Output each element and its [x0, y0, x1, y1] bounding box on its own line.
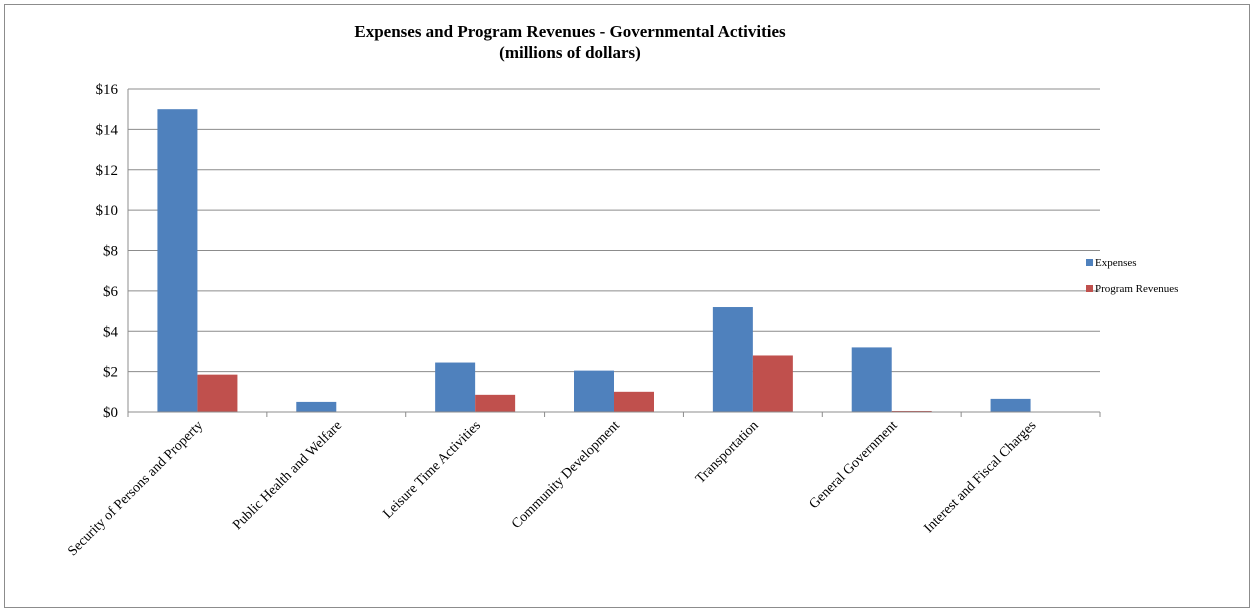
- legend-label: Expenses: [1095, 257, 1137, 269]
- y-axis-tick-labels: $0 $2 $4 $6 $8 $10 $12 $14 $16: [96, 82, 119, 421]
- x-axis-category-labels: Security of Persons and Property Public H…: [65, 418, 1039, 559]
- y-tick-label: $2: [103, 365, 118, 381]
- x-category-label: Transportation: [693, 418, 762, 487]
- x-category-label: Public Health and Welfare: [230, 418, 345, 533]
- y-tick-label: $6: [103, 284, 119, 300]
- y-tick-label: $16: [96, 82, 119, 98]
- legend-label: Program Revenues: [1095, 283, 1178, 295]
- x-category-label: Community Development: [509, 418, 623, 532]
- x-category-label: Security of Persons and Property: [65, 418, 206, 559]
- legend-swatch: [1086, 285, 1093, 292]
- chart-frame: [4, 4, 1250, 608]
- y-tick-label: $12: [96, 163, 119, 179]
- chart-subtitle: (millions of dollars): [499, 43, 641, 62]
- bar-expenses: [712, 307, 753, 412]
- gridlines: [128, 88, 1100, 373]
- bar-expenses: [851, 347, 892, 412]
- bar-program-revenues: [752, 355, 793, 412]
- x-category-label: Interest and Fiscal Charges: [921, 418, 1039, 536]
- bar-expenses: [990, 398, 1031, 412]
- x-category-label: General Government: [807, 418, 901, 512]
- bar-expenses: [296, 401, 337, 412]
- y-tick-label: $4: [103, 324, 119, 340]
- legend: Expenses Program Revenues: [1086, 257, 1178, 295]
- bar-expenses: [435, 362, 476, 412]
- bar-program-revenues: [614, 391, 654, 412]
- y-tick-label: $8: [103, 244, 118, 260]
- y-tick-label: $0: [103, 405, 118, 421]
- bar-program-revenues: [475, 394, 516, 412]
- x-category-label: Leisure Time Activities: [380, 418, 484, 522]
- bars: [157, 109, 1031, 412]
- y-tick-label: $14: [96, 122, 119, 138]
- bar-program-revenues: [197, 374, 238, 412]
- y-tick-label: $10: [96, 203, 119, 219]
- bar-program-revenues: [891, 410, 932, 412]
- axes: [127, 89, 1101, 417]
- legend-swatch: [1086, 259, 1093, 266]
- bar-expenses: [157, 109, 198, 412]
- bar-expenses: [574, 370, 614, 412]
- chart-title: Expenses and Program Revenues - Governme…: [354, 22, 786, 41]
